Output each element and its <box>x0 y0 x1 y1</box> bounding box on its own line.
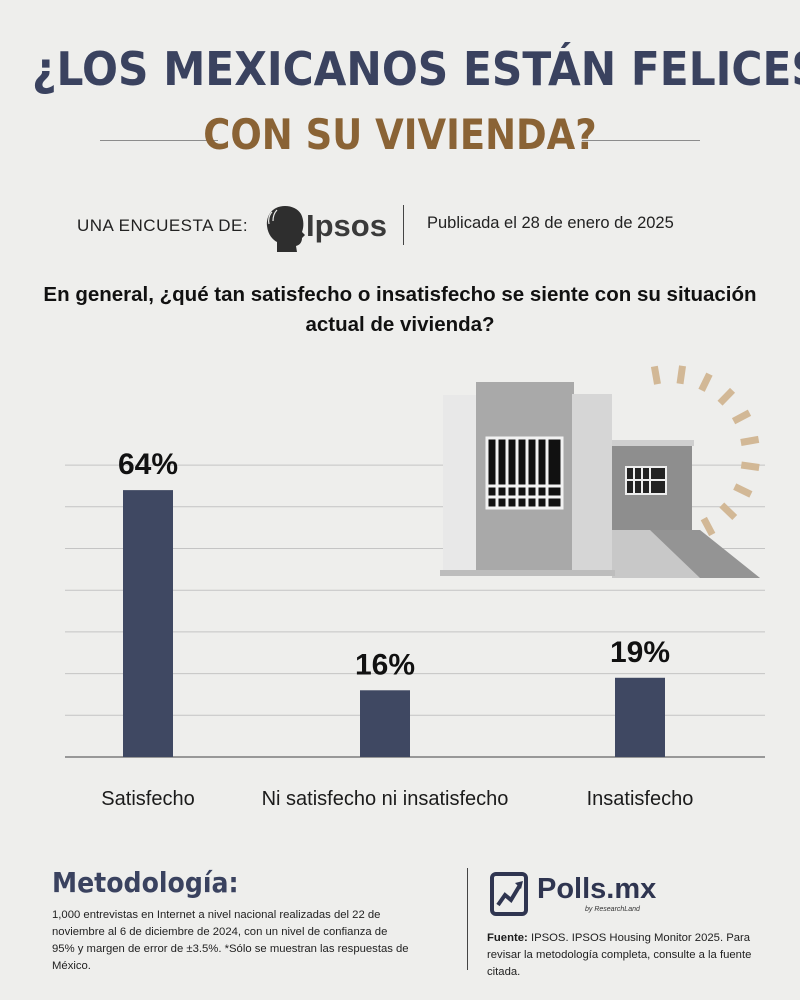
data-label-3: 19% <box>610 636 670 669</box>
ipsos-head-icon <box>266 206 305 252</box>
ipsos-logo-text: Ipsos <box>306 208 387 243</box>
polls-logo-icon <box>490 872 528 916</box>
polls-logo-subtitle: by ResearchLand <box>585 906 640 913</box>
sun-ray <box>719 502 738 521</box>
survey-by-label: UNA ENCUESTA DE: <box>77 216 249 235</box>
title-rule-right <box>582 140 700 141</box>
header-divider <box>403 205 404 245</box>
sun-ray <box>731 409 752 425</box>
sun-ray <box>700 516 716 537</box>
data-label-2: 16% <box>355 648 415 681</box>
title-line-2: CON SU VIVIENDA? <box>203 110 597 159</box>
bar-3 <box>615 677 665 757</box>
category-label-1: Satisfecho <box>101 788 194 810</box>
sun-ray <box>676 365 686 385</box>
source-note: Fuente: IPSOS. IPSOS Housing Monitor 202… <box>487 930 787 981</box>
published-date: Publicada el 28 de enero de 2025 <box>427 214 674 232</box>
chart-bars: 64% Satisfecho 16% Ni satisfecho ni insatis… <box>101 448 693 810</box>
sun-ray <box>698 372 713 392</box>
source-text: IPSOS. IPSOS Housing Monitor 2025. Para … <box>487 932 752 978</box>
sun-ray <box>740 435 760 446</box>
footer-divider <box>467 868 468 970</box>
bar-2 <box>360 690 410 757</box>
sun-ray <box>733 483 753 498</box>
house-illustration <box>440 365 760 578</box>
sun-ray <box>650 365 661 385</box>
data-label-1: 64% <box>118 448 178 481</box>
polls-logo-text: Polls.mx <box>537 873 657 905</box>
category-label-2: Ni satisfecho ni insatisfecho <box>262 788 509 810</box>
survey-question: En general, ¿qué tan satisfecho o insati… <box>43 283 757 336</box>
sun-ray <box>740 461 760 471</box>
title-line-1: ¿LOS MEXICANOS ESTÁN FELICES <box>32 42 800 96</box>
sun-ray <box>717 387 736 406</box>
bar-1 <box>123 490 173 757</box>
bar-chart: 64% Satisfecho 16% Ni satisfecho ni insatis… <box>65 365 765 810</box>
category-label-3: Insatisfecho <box>587 788 694 810</box>
title-rule-left <box>100 140 218 141</box>
source-label: Fuente: <box>487 932 528 944</box>
methodology-title: Metodología: <box>52 866 239 899</box>
methodology-text: 1,000 entrevistas en Internet a nivel na… <box>52 909 409 972</box>
